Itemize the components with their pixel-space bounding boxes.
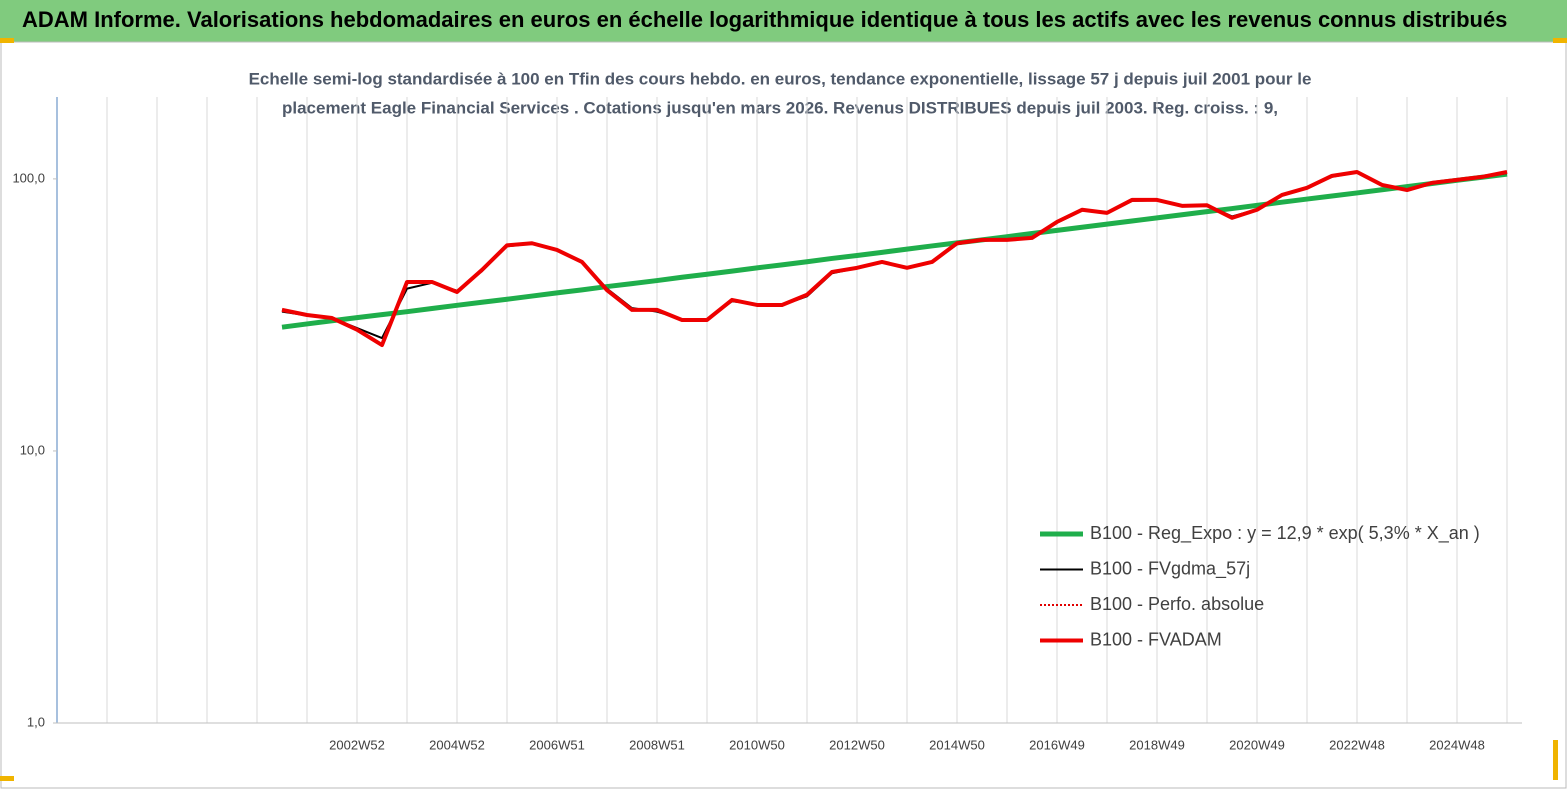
chart-title: Echelle semi-log standardisée à 100 en T… <box>249 69 1312 88</box>
x-tick-label: 2016W49 <box>1029 737 1085 752</box>
y-tick-label: 100,0 <box>12 170 45 185</box>
series-line <box>281 171 1508 330</box>
corner <box>0 776 14 781</box>
x-tick-label: 2008W51 <box>629 737 685 752</box>
x-tick-label: 2022W48 <box>1329 737 1385 752</box>
chart-subtitle: placement Eagle Financial Services . Cot… <box>282 98 1278 117</box>
x-tick-label: 2020W49 <box>1229 737 1285 752</box>
x-tick-label: 2002W52 <box>329 737 385 752</box>
legend-label: B100 - Reg_Expo : y = 12,9 * exp( 5,3% *… <box>1090 523 1480 544</box>
header-title: ADAM Informe. Valorisations hebdomadaire… <box>22 7 1507 32</box>
plot <box>281 170 1508 348</box>
series-line <box>281 170 1508 348</box>
legend-label: B100 - FVgdma_57j <box>1090 558 1250 579</box>
x-tick-label: 2006W51 <box>529 737 585 752</box>
x-tick-label: 2012W50 <box>829 737 885 752</box>
corner <box>1553 38 1567 43</box>
legend-label: B100 - Perfo. absolue <box>1090 594 1264 614</box>
frame <box>0 41 1567 789</box>
legend-label: B100 - FVADAM <box>1090 629 1222 649</box>
y-tick-label: 10,0 <box>20 442 45 457</box>
x-tick-label: 2014W50 <box>929 737 985 752</box>
x-tick-label: 2018W49 <box>1129 737 1185 752</box>
y-tick-label: 1,0 <box>27 714 45 729</box>
x-tick-label: 2010W50 <box>729 737 785 752</box>
corner <box>1553 740 1558 780</box>
legend: B100 - Reg_Expo : y = 12,9 * exp( 5,3% *… <box>1040 523 1480 649</box>
header-bar <box>0 0 1567 42</box>
x-tick-label: 2024W48 <box>1429 737 1485 752</box>
corner <box>0 38 14 43</box>
grid: 1,0 10,0 100,0 2002W52 2004W52 2006W51 2008W51… <box>12 97 1522 752</box>
x-tick-label: 2004W52 <box>429 737 485 752</box>
